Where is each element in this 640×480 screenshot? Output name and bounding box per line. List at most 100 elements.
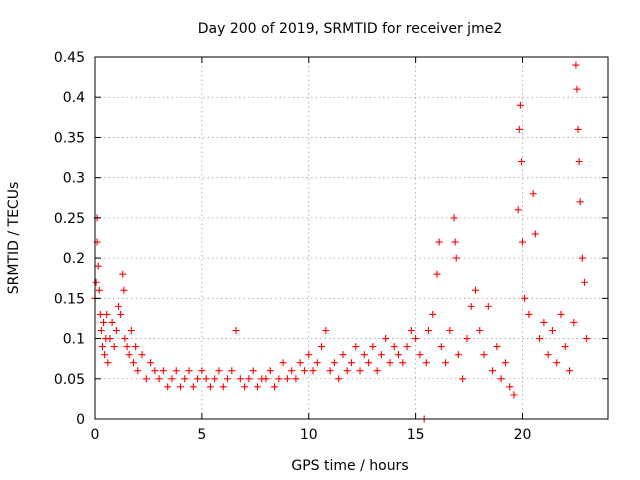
data-point [348, 359, 355, 367]
data-point [262, 375, 270, 383]
data-point [300, 367, 308, 375]
x-axis-title: GPS time / hours [291, 458, 408, 474]
data-point [177, 383, 184, 391]
data-point [574, 125, 582, 133]
data-point [566, 367, 574, 375]
data-point [266, 367, 274, 375]
chart-title: Day 200 of 2019, SRMTID for receiver jme… [198, 21, 502, 37]
data-point [253, 383, 261, 391]
data-point [360, 351, 368, 359]
plot-frame [94, 56, 609, 420]
data-point [219, 383, 227, 391]
y-axis-title: SRMTID / TECUs [6, 182, 22, 295]
y-tick-label: 0.4 [63, 90, 85, 106]
y-tick-label: 0.35 [54, 130, 85, 146]
x-tick-label: 10 [300, 427, 318, 443]
data-point [580, 278, 588, 286]
data-point [132, 343, 140, 351]
data-point [322, 327, 330, 335]
data-point [215, 367, 223, 375]
data-point [129, 359, 137, 367]
data-point [155, 375, 163, 383]
data-point [557, 310, 565, 318]
data-point [147, 359, 155, 367]
data-point [573, 85, 581, 93]
data-point [536, 335, 544, 343]
data-point [424, 327, 432, 335]
data-point [95, 286, 103, 294]
data-point [407, 327, 415, 335]
data-point [501, 359, 509, 367]
data-point [241, 383, 249, 391]
data-point [452, 254, 460, 262]
data-point [515, 125, 523, 133]
data-point [514, 206, 522, 214]
data-point [288, 367, 296, 375]
data-point [330, 359, 338, 367]
data-point [510, 391, 518, 399]
data-point [467, 302, 475, 310]
data-point [517, 158, 525, 166]
data-point [206, 383, 214, 391]
data-point [583, 335, 591, 343]
x-tick-label: 20 [514, 427, 532, 443]
data-point [386, 359, 394, 367]
data-point [429, 310, 437, 318]
data-point [390, 343, 398, 351]
y-tick-label: 0.25 [54, 211, 85, 227]
data-point [104, 359, 112, 367]
data-point [279, 359, 287, 367]
data-point [202, 375, 210, 383]
data-point [159, 367, 167, 375]
data-point [399, 359, 407, 367]
data-point [236, 375, 244, 383]
x-tick-label: 0 [91, 427, 100, 443]
data-point [442, 359, 450, 367]
data-point [106, 335, 114, 343]
axis-ticks [94, 56, 608, 420]
data-point [497, 375, 505, 383]
data-point [553, 359, 561, 367]
y-tick-label: 0.3 [63, 171, 85, 187]
data-point [181, 375, 189, 383]
y-tick-label: 0.15 [54, 291, 85, 307]
data-point [189, 383, 197, 391]
data-point [352, 343, 360, 351]
data-point [309, 367, 317, 375]
data-point [94, 262, 102, 270]
data-point [211, 375, 219, 383]
data-point [123, 343, 131, 351]
data-point [433, 270, 441, 278]
data-point [540, 318, 548, 326]
data-point [489, 367, 497, 375]
data-point [561, 343, 569, 351]
data-point [249, 367, 257, 375]
y-tick-label: 0.05 [54, 372, 85, 388]
data-point [271, 383, 279, 391]
data-point [224, 375, 232, 383]
data-point [168, 375, 176, 383]
data-point [326, 367, 334, 375]
data-point [463, 335, 471, 343]
y-tick-label: 0.1 [63, 332, 85, 348]
data-point [117, 310, 125, 318]
data-point [446, 327, 454, 335]
data-point [275, 375, 283, 383]
data-point [356, 367, 364, 375]
data-point [110, 343, 118, 351]
data-point [121, 335, 129, 343]
x-tick-label: 5 [197, 427, 206, 443]
data-point [115, 302, 123, 310]
data-point [382, 335, 390, 343]
data-point [529, 190, 537, 198]
data-point [516, 101, 524, 109]
x-tick-label: 15 [407, 427, 425, 443]
data-point [521, 294, 529, 302]
data-point [471, 286, 479, 294]
data-point [232, 327, 240, 335]
data-point [96, 310, 104, 318]
data-point [450, 214, 458, 222]
data-point [480, 351, 488, 359]
